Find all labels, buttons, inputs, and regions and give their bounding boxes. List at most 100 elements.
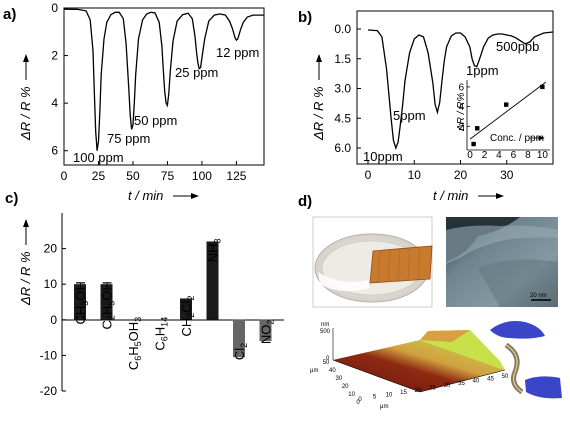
panel-a-ytick-label: 0 — [51, 1, 58, 15]
inset-xtick-label: 2 — [482, 150, 488, 161]
panel-c-category-label: CH2Cl2 — [179, 295, 196, 336]
panel-b-xtick-label: 30 — [500, 168, 514, 182]
afm-x-tick-label: 10 — [386, 392, 393, 398]
inset-ylabel: ΔR / R% — [456, 93, 467, 132]
panel-c-category-label: C6H5OH3 — [126, 317, 143, 370]
photo-flexible-film — [490, 321, 562, 399]
afm-x-tick-label: 25 — [429, 386, 436, 392]
afm-3d-image: nm 500 0 0 5 10 15 20 25 30 35 40 45 50 0102030405… — [310, 322, 509, 410]
panel-b-xlabel: t / min — [433, 188, 468, 203]
sem-scale-label: 20 nm — [530, 293, 547, 299]
panel-b-ylabel: ΔR / R % — [311, 86, 326, 141]
inset-xtick-label: 4 — [496, 150, 502, 161]
annotation-12ppm: 12 ppm — [216, 45, 259, 60]
panel-label-c: c) — [5, 190, 18, 207]
panel-a-ylabel: ΔR / R % — [18, 86, 33, 141]
inset-ytick-label: 4 — [458, 102, 464, 113]
afm-z-tick-0: 0 — [326, 356, 330, 362]
afm-x-tick-label: 50 — [502, 374, 509, 380]
annotation-1ppm: 1ppm — [466, 63, 499, 78]
panel-c-category-label: Cl2 — [232, 343, 249, 360]
inset-fit-line — [469, 81, 547, 140]
afm-y-unit: μm — [310, 368, 318, 374]
panel-b-inset: 0 2 4 6 8 10 246 Conc. / ppm ΔR / R% — [446, 80, 550, 161]
afm-y-tick-label: 50 — [323, 360, 330, 366]
panel-b-ytick-label: 6.0 — [334, 141, 351, 155]
panel-b-series-line — [367, 29, 554, 150]
panel-c-bar — [233, 319, 245, 358]
annotation-100ppm: 100 ppm — [73, 150, 124, 165]
afm-x-tick-label: 30 — [444, 383, 451, 389]
panel-c-ytick-label: 10 — [44, 277, 58, 291]
inset-ytick-label: 2 — [458, 122, 464, 133]
afm-x-tick-label: 20 — [415, 388, 422, 394]
graphene-film — [369, 245, 433, 284]
inset-data-point — [471, 141, 476, 147]
panel-a-xtick-label: 100 — [192, 169, 212, 183]
inset-data-point — [503, 102, 509, 107]
afm-y-tick-label: 30 — [335, 376, 342, 382]
annotation-500ppb: 500ppb — [496, 39, 539, 54]
afm-x-tick-label: 45 — [487, 376, 494, 382]
inset-ytick-label: 6 — [458, 82, 464, 93]
panel-c-bar — [206, 241, 219, 320]
panel-c-ytick-label: 20 — [44, 242, 58, 256]
afm-z-unit: nm — [321, 322, 329, 328]
panel-b-ytick-label: 0.0 — [334, 22, 351, 36]
panel-a-xlabel: t / min — [128, 188, 163, 203]
inset-data-point — [475, 126, 480, 131]
inset-xtick-label: 6 — [511, 150, 517, 161]
panel-b-xtick-label: 20 — [454, 168, 468, 182]
panel-a-frame — [63, 7, 265, 166]
panel-b-xtick-label: 0 — [365, 168, 372, 182]
annotation-25ppm: 25 ppm — [175, 65, 218, 80]
annotation-50ppm: 50 ppm — [134, 113, 177, 128]
afm-x-unit: μm — [380, 404, 388, 410]
panel-a-xtick-label: 25 — [92, 169, 106, 183]
afm-y-tick-label: 20 — [342, 384, 349, 390]
panel-a-xtick-label: 50 — [126, 169, 140, 183]
panel-a-ytick-label: 6 — [51, 144, 58, 158]
panel-a-ytick-label: 2 — [51, 49, 58, 63]
panel-a-ytick-label: 4 — [51, 96, 58, 110]
afm-x-tick-label: 0 — [358, 397, 362, 403]
panel-c-chart: -20 -10 0 10 20 CH3OH C2H5OH C6H5OH3 C6H14 CH2Cl… — [18, 213, 284, 398]
panel-b-frame — [356, 10, 554, 165]
inset-xtick-label: 10 — [537, 150, 549, 161]
panel-a-xtick-label: 75 — [161, 169, 175, 183]
panel-d-images: 20 nm nm 500 0 0 5 10 15 20 25 30 35 40 45 50 0102… — [310, 216, 562, 410]
annotation-5ppm: 5ppm — [393, 108, 426, 123]
afm-x-tick-label: 15 — [400, 390, 407, 396]
panel-a-series-line — [63, 8, 264, 151]
panel-c-bar — [100, 284, 113, 320]
inset-xtick-label: 0 — [467, 150, 473, 161]
sem-image: 20 nm — [446, 217, 558, 307]
panel-c-bar — [74, 284, 86, 320]
afm-y-tick-label: 10 — [348, 392, 355, 398]
afm-x-tick-label: 40 — [473, 379, 480, 385]
panel-c-bar — [259, 319, 272, 342]
panel-label-b: b) — [298, 9, 312, 26]
afm-y-tick-label: 40 — [329, 368, 336, 374]
panel-a-xtick-label: 125 — [226, 169, 246, 183]
panel-b-ytick-label: 1.5 — [334, 52, 351, 66]
panel-c-category-label: NO2 — [259, 320, 276, 345]
annotation-75ppm: 75 ppm — [107, 131, 150, 146]
panel-label-d: d) — [298, 193, 312, 210]
panel-c-category-label: C2H5OH — [100, 281, 117, 329]
inset-xlabel: Conc. / ppm — [490, 133, 544, 144]
annotation-10ppm: 10ppm — [363, 149, 403, 164]
afm-y-tick-label: 0 — [356, 400, 360, 406]
panel-label-a: a) — [3, 6, 16, 23]
panel-c-ytick-label: -20 — [40, 384, 58, 398]
panel-b-chart: 0 10 20 30 0.01.53.04.56.0 10ppm 5ppm 1ppm … — [311, 10, 554, 203]
panel-a-xtick-label: 0 — [61, 169, 68, 183]
panel-c-category-label: C6H14 — [153, 317, 170, 351]
panel-b-xtick-label: 10 — [408, 168, 422, 182]
inset-data-point — [540, 84, 545, 90]
panel-c-category-label: NH3 — [206, 238, 223, 262]
panel-c-ytick-label: 0 — [50, 313, 57, 327]
inset-xtick-label: 8 — [525, 150, 531, 161]
panel-a-chart: 0 25 50 75 100 125 0 2 4 6 100 ppm 75 ppm 50 ppm… — [18, 1, 265, 203]
